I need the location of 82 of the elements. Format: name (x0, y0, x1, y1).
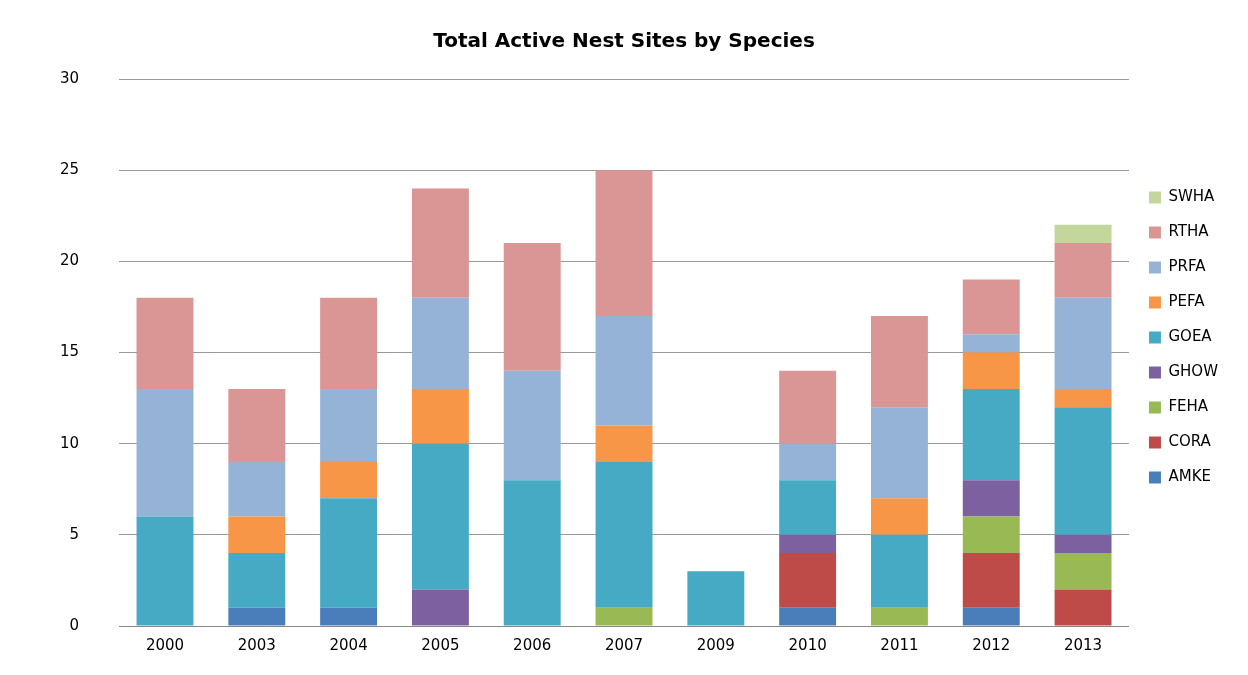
x-tick-label: 2004 (329, 635, 368, 654)
bar (962, 388, 1020, 481)
x-tick-label: 2003 (237, 635, 276, 654)
bar (962, 352, 1020, 389)
bar (136, 388, 194, 517)
legend-label: CORA (1168, 432, 1212, 451)
legend-label: GHOW (1168, 362, 1219, 381)
bar (320, 297, 378, 389)
bar (779, 370, 837, 444)
bar (228, 607, 286, 626)
bar (411, 388, 469, 444)
y-tick-label: 15 (59, 342, 80, 361)
legend-label: SWHA (1168, 187, 1216, 206)
bar (320, 607, 378, 626)
bar (503, 370, 561, 481)
bar (1054, 589, 1112, 626)
x-tick-label: 2012 (972, 635, 1011, 654)
bar (136, 516, 194, 626)
legend-label: RTHA (1168, 222, 1210, 241)
bar (1054, 388, 1112, 408)
bar (1054, 407, 1112, 535)
x-tick-label: 2007 (604, 635, 644, 654)
bar (320, 498, 378, 608)
bar (320, 461, 378, 499)
bar (1054, 243, 1112, 298)
bar (503, 480, 561, 626)
bar (411, 443, 469, 590)
bar (779, 553, 837, 608)
bar (228, 516, 286, 554)
bar (962, 279, 1020, 335)
bar (779, 480, 837, 535)
bar (687, 571, 745, 626)
bar (962, 607, 1020, 626)
bar (503, 243, 561, 371)
bar (228, 461, 286, 517)
bar (1054, 553, 1112, 590)
x-tick-label: 2009 (696, 635, 735, 654)
bar (870, 534, 928, 608)
bar (595, 607, 653, 626)
bar (870, 407, 928, 499)
x-tick-label: 2013 (1063, 635, 1103, 654)
y-tick-label: 30 (59, 68, 80, 87)
y-tick-label: 25 (59, 160, 80, 179)
bar (595, 316, 653, 426)
y-tick-label: 20 (59, 251, 80, 270)
bar (870, 316, 928, 408)
legend-label: AMKE (1168, 467, 1211, 486)
legend-label: FEHA (1168, 397, 1209, 416)
bar (870, 498, 928, 535)
bar (1054, 534, 1112, 554)
bar (595, 425, 653, 462)
bar (779, 607, 837, 626)
x-tick-label: 2011 (880, 635, 919, 654)
bar (779, 534, 837, 554)
x-tick-label: 2000 (145, 635, 185, 654)
legend-label: GOEA (1168, 327, 1213, 346)
x-tick-label: 2006 (513, 635, 552, 654)
y-tick-label: 0 (69, 615, 80, 634)
bar (1054, 297, 1112, 389)
bar (411, 188, 469, 298)
bar (779, 443, 837, 481)
bar (228, 553, 286, 608)
bar (595, 170, 653, 317)
bar (870, 607, 928, 626)
bar (595, 461, 653, 608)
y-tick-label: 10 (59, 433, 80, 452)
y-tick-label: 5 (69, 524, 80, 543)
legend-label: PRFA (1168, 257, 1207, 276)
chart-title: Total Active Nest Sites by Species (433, 28, 815, 53)
bar (320, 388, 378, 462)
bar (411, 297, 469, 389)
bar (962, 334, 1020, 353)
bar (962, 516, 1020, 554)
bar (411, 589, 469, 626)
bar (136, 297, 194, 389)
bar (228, 388, 286, 462)
bar (962, 553, 1020, 608)
bar (1054, 224, 1112, 244)
legend-label: PEFA (1168, 292, 1206, 311)
bar (962, 480, 1020, 517)
x-tick-label: 2010 (788, 635, 827, 654)
x-tick-label: 2005 (421, 635, 460, 654)
